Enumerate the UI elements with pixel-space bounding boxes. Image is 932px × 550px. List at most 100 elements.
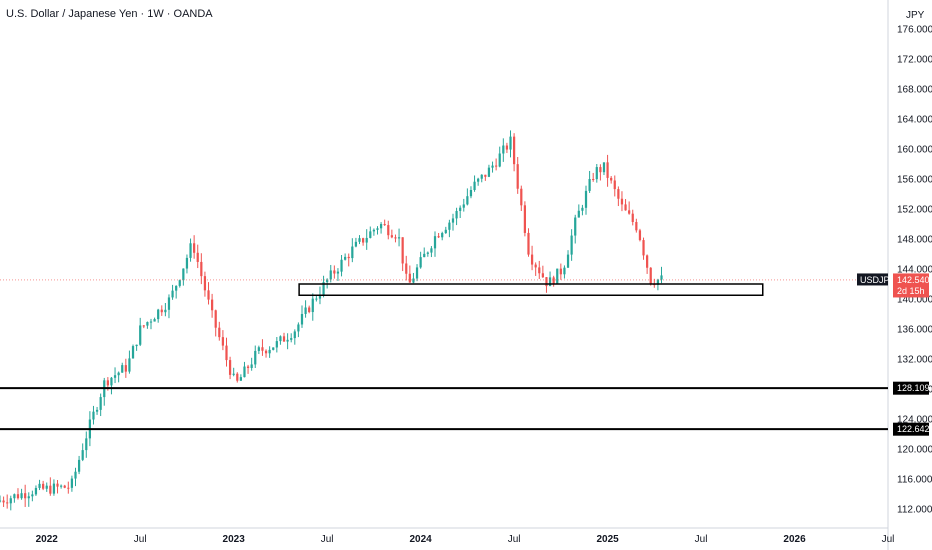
candle-body <box>520 188 523 206</box>
candle-body <box>437 236 440 238</box>
candle-body <box>469 190 473 197</box>
candle-body <box>426 252 429 254</box>
candle-body <box>297 324 300 332</box>
candle-body <box>250 364 253 368</box>
x-tick-label: Jul <box>321 534 334 545</box>
candle-body <box>254 350 257 365</box>
last-price-badge <box>893 273 929 298</box>
candle-body <box>268 349 271 354</box>
y-tick-label: 148.000 <box>897 235 932 246</box>
candle-body <box>164 309 167 313</box>
candle-body <box>394 237 397 239</box>
candle-body <box>415 267 419 279</box>
x-tick-label: Jul <box>134 534 147 545</box>
candle-body <box>491 165 494 168</box>
candle-body <box>563 267 566 275</box>
candle-body <box>530 254 534 265</box>
candle-body <box>638 230 642 241</box>
candle-body <box>548 277 552 287</box>
candle-body <box>455 210 458 219</box>
candle-body <box>24 493 27 499</box>
y-tick-label: 120.000 <box>897 445 932 456</box>
support-zone-rect[interactable] <box>298 283 764 296</box>
candle-body <box>99 397 102 410</box>
candle-body <box>545 277 548 287</box>
candle-body <box>523 205 527 233</box>
candle-body <box>538 267 541 274</box>
candle-body <box>293 331 296 339</box>
candle-body <box>466 196 469 205</box>
candle-body <box>459 207 462 211</box>
y-axis-ticks: 176.000 172.000 168.000 164.000 160.000 156.0… <box>897 25 932 516</box>
candle-body <box>509 136 512 150</box>
candle-body <box>2 500 5 503</box>
candle-body <box>67 487 70 489</box>
candle-body <box>541 273 544 278</box>
candle-body <box>60 485 63 487</box>
candle-body <box>110 377 113 386</box>
candle-body <box>52 483 56 494</box>
candle-body <box>401 237 404 264</box>
candle-body <box>131 346 135 359</box>
candle-body <box>232 373 235 375</box>
candle-body <box>584 190 588 208</box>
x-tick-label: Jul <box>508 534 521 545</box>
candle-body <box>642 240 645 256</box>
annotations[interactable] <box>0 279 888 431</box>
candle-body <box>430 248 433 253</box>
candle-body <box>365 237 368 243</box>
candle-body <box>221 337 225 346</box>
candle-body <box>484 174 487 177</box>
candle-body <box>602 162 606 173</box>
x-tick-label: 2025 <box>596 534 619 545</box>
candle-body <box>610 177 613 181</box>
candle-body <box>502 145 505 154</box>
candle-body <box>318 294 322 299</box>
candle-body <box>74 471 77 479</box>
candle-body <box>135 344 138 347</box>
x-tick-label: 2026 <box>783 534 806 545</box>
candle-body <box>631 213 634 222</box>
candle-body <box>228 360 232 375</box>
candle-body <box>372 229 376 232</box>
candle-body <box>577 210 580 218</box>
candle-body <box>556 268 559 285</box>
candle-body <box>0 500 2 502</box>
candle-body <box>646 255 649 268</box>
y-tick-label: 144.000 <box>897 265 932 276</box>
y-tick-label: 136.000 <box>897 325 932 336</box>
candle-body <box>153 319 156 322</box>
candle-body <box>218 327 221 338</box>
y-tick-label: 152.000 <box>897 205 932 216</box>
candle-body <box>512 136 516 165</box>
candle-body <box>635 221 638 231</box>
candle-body <box>620 198 624 205</box>
candle-body <box>361 238 365 243</box>
candle-body <box>95 409 99 412</box>
candle-body <box>477 178 480 182</box>
candle-body <box>139 325 142 345</box>
candle-body <box>178 280 181 286</box>
candle-body <box>279 336 282 342</box>
y-tick-label: 176.000 <box>897 25 932 36</box>
y-tick-label: 140.000 <box>897 295 932 306</box>
hline-price-badge <box>893 422 929 436</box>
y-tick-label: 124.000 <box>897 415 932 426</box>
candle-body <box>383 224 386 226</box>
candle-body <box>444 229 447 234</box>
candle-body <box>505 145 509 150</box>
hline-price-label: 122.642 <box>897 424 930 434</box>
candle-body <box>423 253 426 258</box>
candle-body <box>516 164 519 189</box>
candle-body <box>534 264 537 268</box>
candle-body <box>451 218 455 223</box>
candle-body <box>419 257 422 268</box>
candle-body <box>196 252 199 262</box>
candle-body <box>574 217 577 236</box>
candle-body <box>185 257 189 269</box>
candle-body <box>354 241 358 247</box>
candle-body <box>628 210 631 214</box>
candle-body <box>45 485 48 489</box>
